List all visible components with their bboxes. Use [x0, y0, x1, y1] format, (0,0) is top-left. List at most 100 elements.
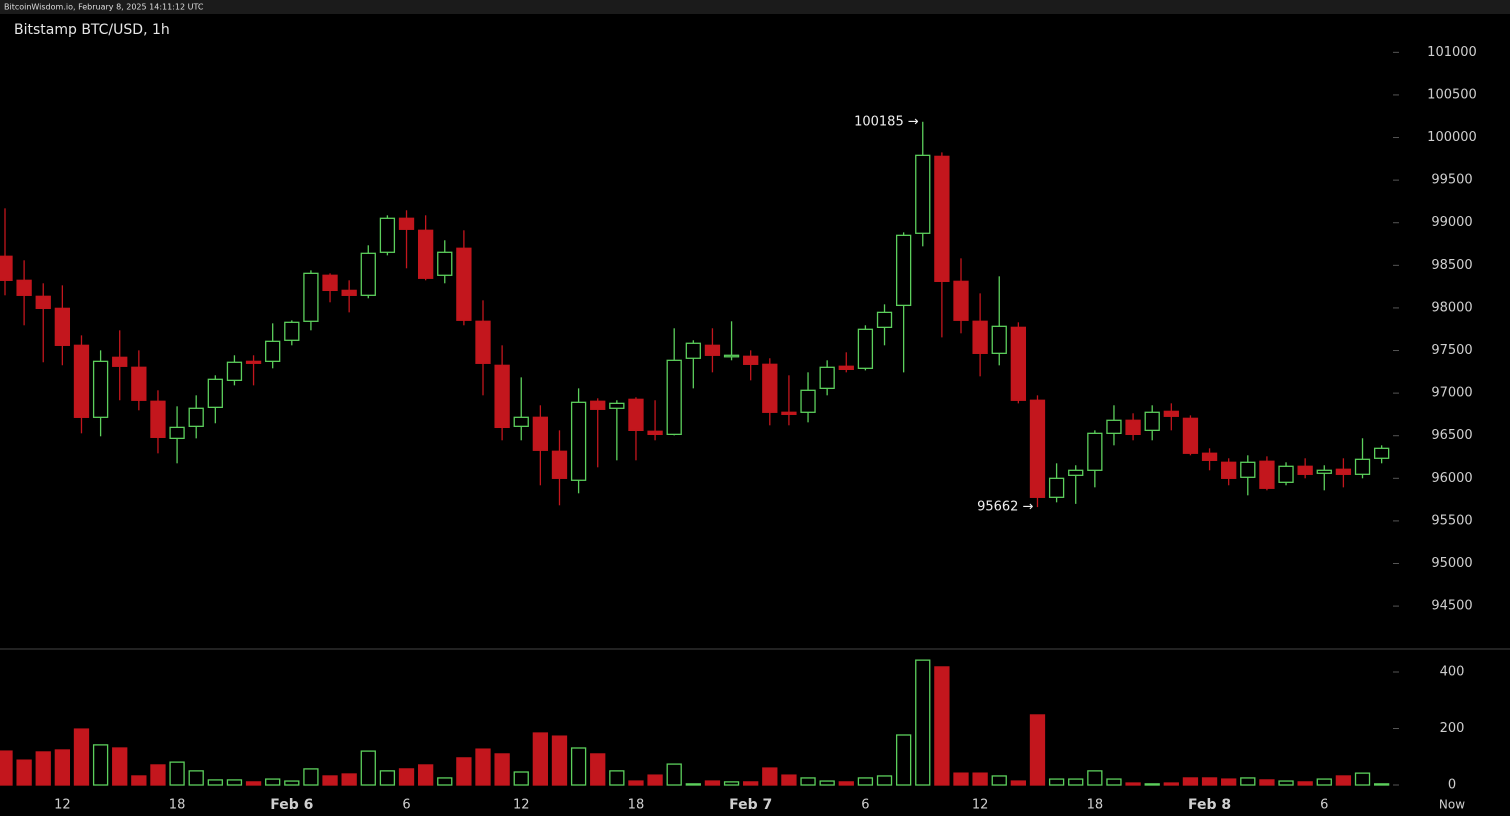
- volume-bar: [1087, 770, 1103, 786]
- volume-bar: [188, 770, 204, 786]
- y-tick-label: 99000: [1431, 215, 1472, 230]
- candle-body: [73, 344, 90, 418]
- volume-bar: [532, 732, 549, 786]
- candle-body: [1240, 461, 1256, 478]
- x-end-label: Now: [1439, 798, 1465, 812]
- volume-bar: [743, 781, 759, 786]
- candle-body: [895, 234, 912, 307]
- volume-bar: [1106, 778, 1122, 786]
- candle-body: [819, 366, 835, 389]
- volume-bar: [265, 778, 281, 786]
- candle-body: [1201, 452, 1218, 461]
- candle-body: [532, 416, 549, 451]
- candle-body: [437, 251, 453, 276]
- candle-body: [723, 354, 740, 358]
- x-tick-label: 6: [1320, 798, 1328, 813]
- y-tick-label: 98500: [1431, 258, 1472, 273]
- volume-bar: [456, 757, 472, 786]
- volume-bar: [16, 759, 32, 786]
- volume-bar: [857, 777, 874, 786]
- volume-bar: [1201, 777, 1218, 786]
- y-tick-label: 100000: [1427, 130, 1477, 145]
- volume-bar: [1373, 783, 1390, 786]
- candle-body: [303, 272, 319, 322]
- volume-bar: [226, 779, 243, 786]
- candle-body: [685, 342, 701, 359]
- volume-bar: [1068, 778, 1084, 786]
- candle-body: [379, 217, 396, 253]
- volume-bar: [1240, 777, 1256, 786]
- volume-bar: [876, 775, 893, 786]
- x-tick-label: Feb 8: [1188, 797, 1231, 813]
- volume-bar: [838, 781, 854, 786]
- candle-body: [398, 217, 415, 230]
- candle-body: [838, 365, 854, 370]
- volume-bar: [991, 775, 1007, 786]
- candle-body: [150, 400, 166, 438]
- volume-bar: [207, 779, 223, 786]
- candle-body: [1335, 468, 1352, 475]
- volume-bar: [73, 728, 90, 786]
- candle-body: [972, 320, 988, 354]
- candle-body: [16, 279, 32, 296]
- candle-body: [1373, 447, 1390, 459]
- volume-bar: [1048, 778, 1065, 786]
- y-tick-label: 101000: [1427, 45, 1477, 60]
- candle-body: [1297, 465, 1313, 475]
- candle-body: [609, 402, 625, 409]
- candle-body: [1125, 419, 1141, 436]
- x-tick-label: Feb 7: [729, 797, 772, 813]
- candle-body: [54, 307, 71, 346]
- volume-bar: [1221, 778, 1237, 786]
- candle-body: [131, 366, 147, 401]
- volume-bar: [131, 775, 147, 786]
- volume-bar: [762, 767, 778, 786]
- candle-body: [1163, 410, 1179, 417]
- candle-body: [781, 411, 797, 415]
- x-tick-label: 18: [1087, 798, 1104, 813]
- volume-bar: [417, 764, 434, 786]
- candle-body: [1354, 458, 1371, 475]
- x-tick-label: 6: [402, 798, 410, 813]
- y-tick-label: 97500: [1431, 343, 1472, 358]
- top-bar: [0, 0, 1510, 14]
- volume-bar: [112, 747, 128, 786]
- volume-bar: [35, 751, 51, 786]
- candle-body: [590, 400, 606, 410]
- volume-bar: [284, 780, 300, 786]
- candle-body: [341, 289, 357, 296]
- candle-body: [1144, 411, 1160, 431]
- candle-body: [360, 252, 376, 296]
- candle-body: [513, 416, 529, 427]
- x-tick-label: 12: [513, 798, 530, 813]
- volume-bar: [1278, 780, 1294, 786]
- y-tick-label: 94500: [1431, 599, 1472, 614]
- volume-bar: [685, 783, 701, 786]
- candle-body: [857, 328, 874, 369]
- candle-body: [322, 274, 338, 292]
- candle-body: [35, 295, 51, 309]
- y-tick-label: 100500: [1427, 87, 1477, 102]
- candle-body: [245, 360, 262, 364]
- candle-body: [762, 363, 778, 413]
- volume-tick-label: 0: [1448, 778, 1456, 793]
- candle-body: [1068, 469, 1084, 476]
- candle-body: [207, 378, 223, 408]
- candle-body: [1316, 469, 1332, 474]
- x-tick-label: 18: [169, 798, 186, 813]
- volume-bar: [1259, 779, 1275, 786]
- candle-body: [915, 154, 931, 234]
- y-tick-label: 97000: [1431, 386, 1472, 401]
- volume-bar: [934, 666, 950, 786]
- candle-body: [876, 311, 893, 328]
- candle-body: [92, 360, 109, 418]
- volume-bar: [570, 747, 587, 786]
- volume-bar: [800, 777, 816, 786]
- x-tick-label: 12: [54, 798, 71, 813]
- x-tick-label: 12: [972, 798, 989, 813]
- volume-bar: [341, 773, 357, 786]
- volume-bar: [819, 780, 835, 786]
- candle-body: [934, 155, 950, 282]
